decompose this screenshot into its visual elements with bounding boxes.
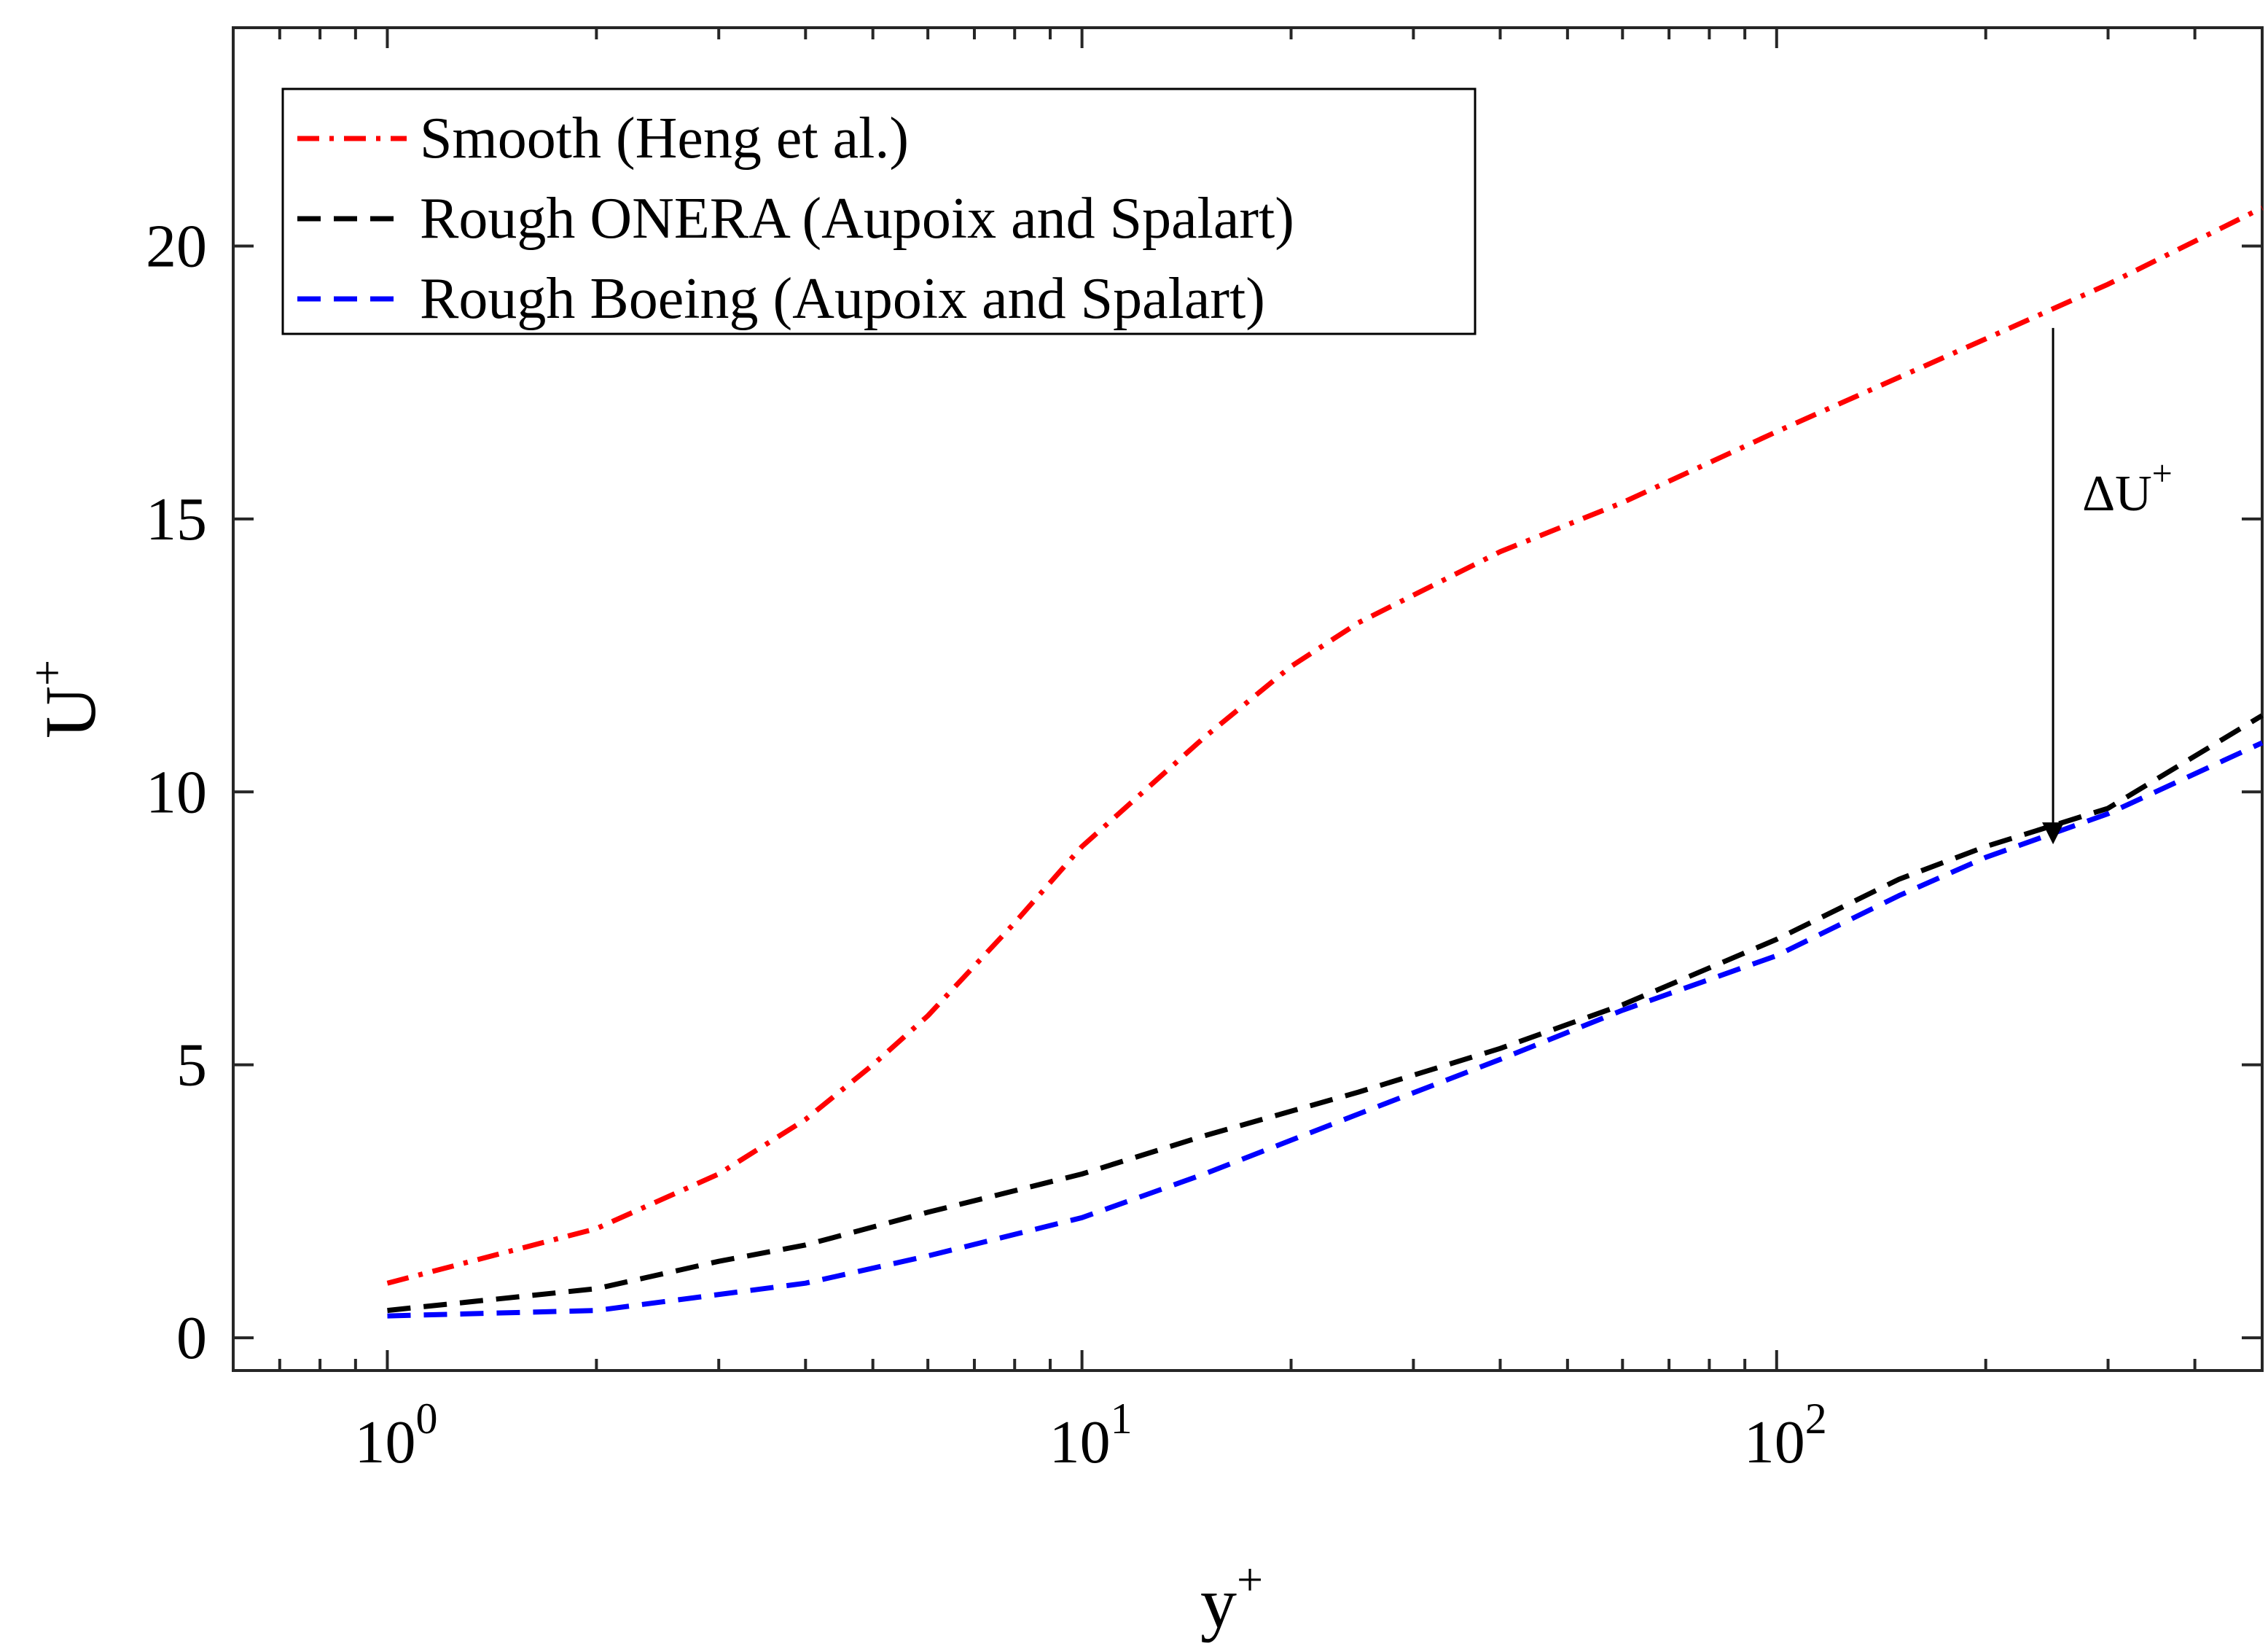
x-tick-label-exponent: 0 <box>415 1395 437 1443</box>
data-series-group <box>386 205 2264 1319</box>
y-tick-label: 15 <box>146 486 207 553</box>
y-axis-label: U+ <box>21 660 111 738</box>
legend-label: Rough ONERA (Aupoix and Spalart) <box>420 187 1294 251</box>
legend-box <box>281 87 1477 335</box>
x-axis: 100 101 102 <box>232 28 2264 1476</box>
series-line <box>387 713 2264 1314</box>
legend: Smooth (Heng et al.) Rough ONERA (Aupoix … <box>281 87 1477 335</box>
annotation-group: ΔU+ <box>2042 327 2173 845</box>
legend-label: Rough Boeing (Aupoix and Spalart) <box>420 267 1265 331</box>
y-tick-label: 5 <box>176 1032 207 1099</box>
x-tick-label: 102 <box>1744 1395 1827 1476</box>
x-tick-label: 100 <box>354 1395 437 1476</box>
y-tick-label: 10 <box>146 758 207 826</box>
delta-u-sup: + <box>2152 453 2173 494</box>
x-tick-label-exponent: 2 <box>1805 1395 1827 1443</box>
x-tick-label-exponent: 1 <box>1111 1395 1133 1443</box>
y-tick-label: 20 <box>146 213 207 281</box>
series-line <box>386 205 2264 1286</box>
x-tick-label-base: 10 <box>1744 1408 1805 1476</box>
y-axis: 0 5 10 15 20 <box>146 213 2262 1372</box>
x-tick-label-base: 10 <box>1049 1408 1111 1476</box>
x-tick-label: 101 <box>1049 1395 1133 1476</box>
legend-label: Smooth (Heng et al.) <box>420 106 909 171</box>
delta-u-text: ΔU <box>2082 466 2152 522</box>
x-axis-label: y+ <box>1200 1554 1263 1643</box>
x-tick-label-base: 10 <box>354 1408 415 1476</box>
y-tick-label: 0 <box>176 1304 207 1372</box>
delta-u-annotation: ΔU+ <box>2082 453 2173 522</box>
series-line <box>387 740 2264 1319</box>
